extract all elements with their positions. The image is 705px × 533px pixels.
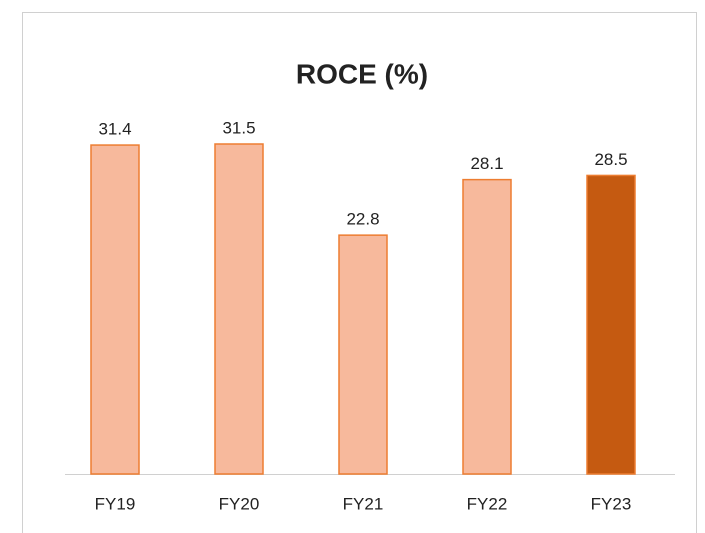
x-tick-label: FY21 [343, 494, 384, 513]
bar [338, 234, 388, 475]
x-tick-label: FY19 [95, 494, 136, 513]
data-label: 22.8 [346, 210, 379, 229]
x-tick-label: FY20 [219, 494, 260, 513]
bar [90, 144, 140, 475]
bar [214, 143, 264, 475]
chart-title: ROCE (%) [296, 58, 428, 89]
bar [586, 174, 636, 475]
data-label: 31.4 [98, 120, 131, 139]
data-label: 31.5 [222, 118, 255, 137]
data-label: 28.1 [470, 154, 503, 173]
data-label: 28.5 [594, 150, 627, 169]
x-tick-label: FY23 [591, 494, 632, 513]
x-tick-label: FY22 [467, 494, 508, 513]
bar [462, 178, 512, 475]
